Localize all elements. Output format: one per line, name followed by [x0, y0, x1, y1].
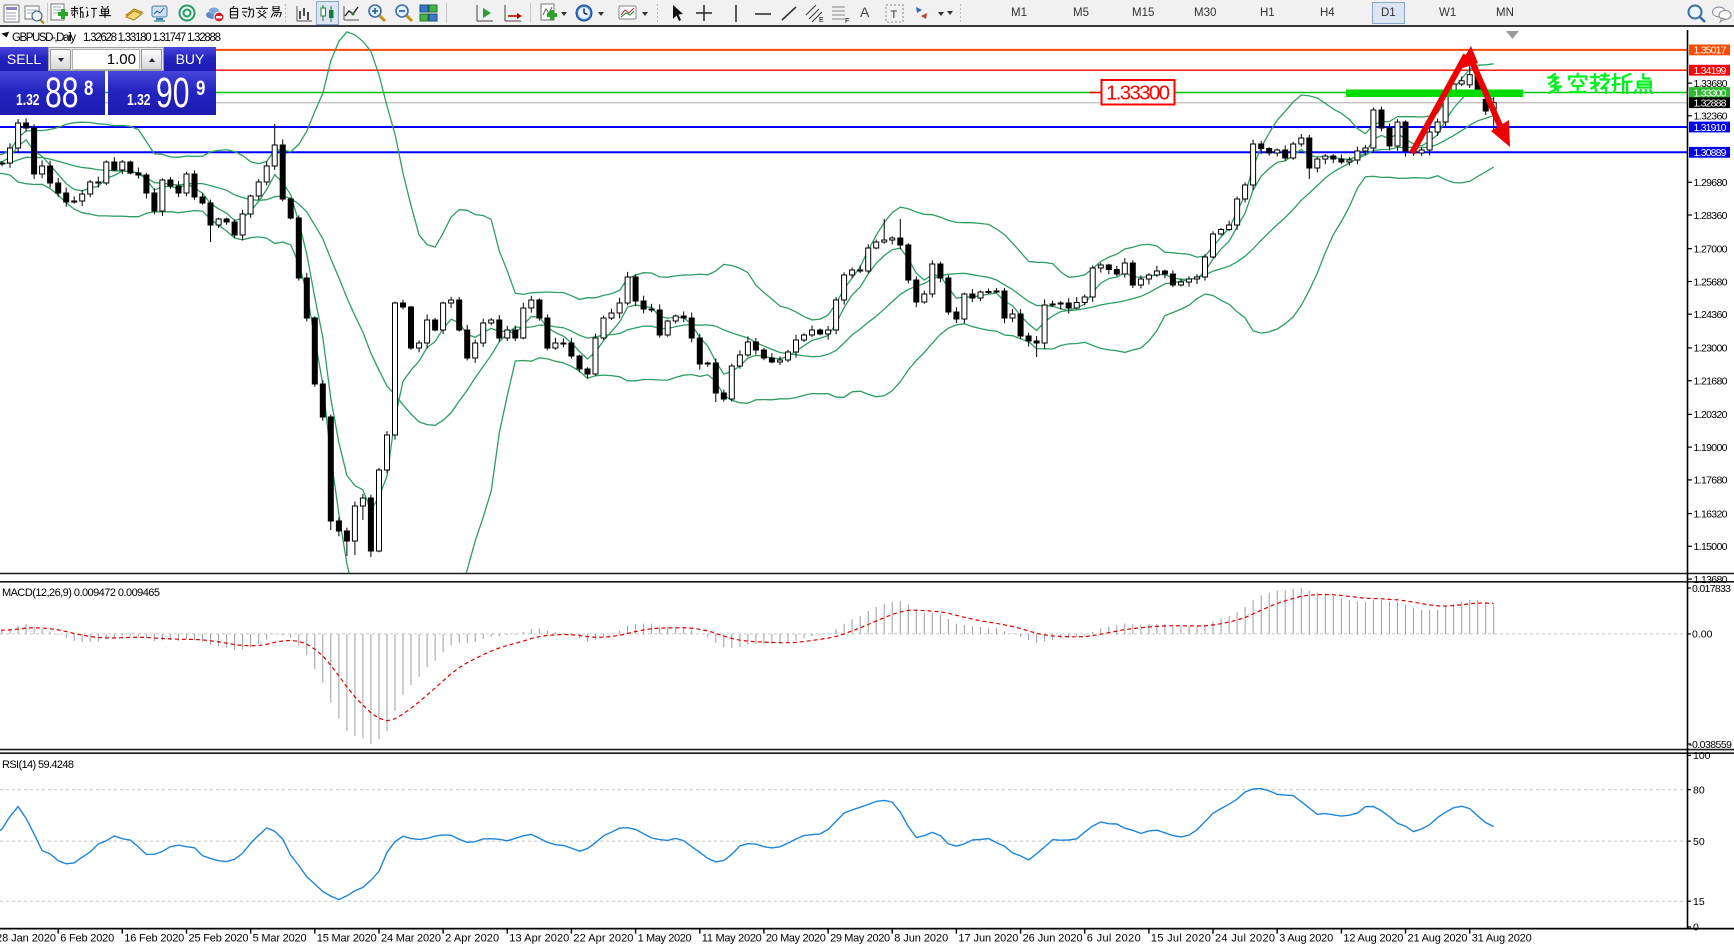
svg-text:26 Jun 2020: 26 Jun 2020 [1023, 933, 1083, 945]
svg-text:-0.038559: -0.038559 [1689, 739, 1732, 751]
svg-text:1.13680: 1.13680 [1694, 574, 1728, 586]
svg-text:2 Apr 2020: 2 Apr 2020 [445, 933, 499, 945]
svg-text:80: 80 [1693, 785, 1705, 797]
svg-text:1.21680: 1.21680 [1694, 376, 1728, 388]
svg-text:100: 100 [1693, 750, 1711, 762]
svg-text:1 May 2020: 1 May 2020 [638, 933, 692, 945]
svg-text:1.32628 1.33180 1.31747 1.3288: 1.32628 1.33180 1.31747 1.32888 [83, 32, 221, 44]
svg-text:3 Aug 2020: 3 Aug 2020 [1279, 933, 1333, 945]
svg-text:1.34199: 1.34199 [1694, 65, 1727, 77]
svg-text:1.15000: 1.15000 [1694, 541, 1728, 553]
svg-text:1.17680: 1.17680 [1694, 475, 1728, 487]
svg-text:GBPUSD-,Daily: GBPUSD-,Daily [12, 32, 76, 44]
svg-text:1.35017: 1.35017 [1694, 45, 1727, 57]
svg-text:1.31910: 1.31910 [1694, 122, 1727, 134]
svg-text:RSI(14) 59.4248: RSI(14) 59.4248 [2, 759, 74, 771]
svg-text:21 Aug 2020: 21 Aug 2020 [1408, 933, 1468, 945]
svg-text:15 Jul 2020: 15 Jul 2020 [1151, 933, 1211, 945]
svg-text:15: 15 [1693, 896, 1705, 908]
svg-text:1.33680: 1.33680 [1694, 78, 1728, 90]
svg-text:0.00: 0.00 [1692, 629, 1713, 641]
svg-text:16 Feb 2020: 16 Feb 2020 [124, 933, 184, 945]
svg-text:1.29680: 1.29680 [1694, 177, 1728, 189]
svg-text:25 Feb 2020: 25 Feb 2020 [189, 933, 249, 945]
svg-text:1.33300: 1.33300 [1694, 87, 1727, 99]
svg-text:1.30889: 1.30889 [1694, 147, 1727, 159]
svg-text:6 Jul 2020: 6 Jul 2020 [1087, 933, 1141, 945]
svg-text:6 Feb 2020: 6 Feb 2020 [60, 933, 114, 945]
svg-text:24 Jul 2020: 24 Jul 2020 [1215, 933, 1275, 945]
svg-text:29 May 2020: 29 May 2020 [830, 933, 890, 945]
svg-text:5 Mar 2020: 5 Mar 2020 [253, 933, 307, 945]
svg-text:E: E [819, 17, 824, 24]
svg-text:28 Jan 2020: 28 Jan 2020 [0, 933, 56, 945]
svg-text:1.24360: 1.24360 [1694, 309, 1728, 321]
svg-text:0.017833: 0.017833 [1692, 583, 1731, 595]
svg-text:12 Aug 2020: 12 Aug 2020 [1343, 933, 1403, 945]
svg-text:22 Apr 2020: 22 Apr 2020 [573, 933, 633, 945]
svg-text:1.19000: 1.19000 [1694, 442, 1728, 454]
svg-text:50: 50 [1693, 836, 1705, 848]
svg-text:20 May 2020: 20 May 2020 [766, 933, 826, 945]
svg-text:13 Apr 2020: 13 Apr 2020 [509, 933, 569, 945]
svg-text:1.23000: 1.23000 [1694, 343, 1728, 355]
svg-text:1.28360: 1.28360 [1694, 210, 1728, 222]
svg-text:T: T [891, 9, 898, 21]
svg-text:15 Mar 2020: 15 Mar 2020 [317, 933, 377, 945]
svg-text:1.16320: 1.16320 [1694, 508, 1728, 520]
svg-text:1.32360: 1.32360 [1694, 111, 1728, 123]
svg-text:MACD(12,26,9) 0.009472 0.00946: MACD(12,26,9) 0.009472 0.009465 [2, 587, 160, 599]
svg-text:1.25680: 1.25680 [1694, 276, 1728, 288]
svg-text:F: F [845, 18, 849, 24]
svg-text:1.33300: 1.33300 [1106, 82, 1170, 105]
svg-text:17 Jun 2020: 17 Jun 2020 [958, 933, 1018, 945]
svg-text:0: 0 [1693, 922, 1699, 934]
svg-text:8 Jun 2020: 8 Jun 2020 [894, 933, 948, 945]
svg-text:24 Mar 2020: 24 Mar 2020 [381, 933, 441, 945]
svg-text:1.27000: 1.27000 [1694, 244, 1728, 256]
svg-text:11 May 2020: 11 May 2020 [702, 933, 762, 945]
svg-text:1.20320: 1.20320 [1694, 409, 1728, 421]
svg-text:1.32888: 1.32888 [1694, 98, 1727, 110]
svg-text:31 Aug 2020: 31 Aug 2020 [1472, 933, 1532, 945]
